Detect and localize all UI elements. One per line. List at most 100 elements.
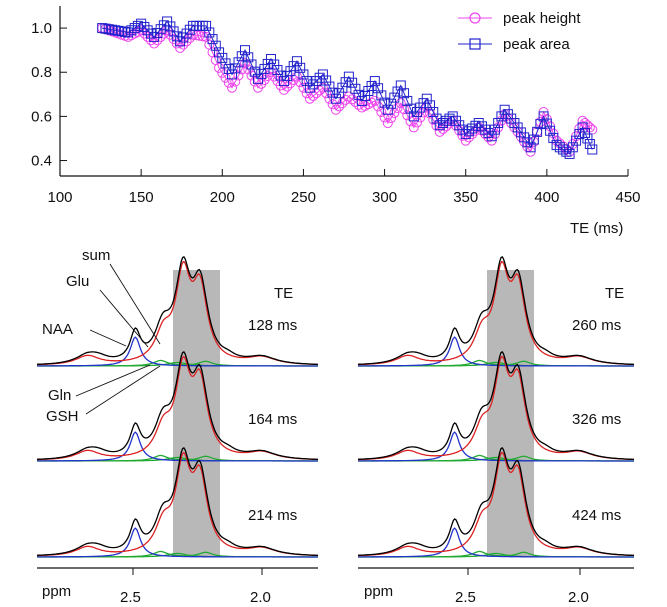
point-peak-height [327, 99, 338, 110]
point-peak-area [272, 65, 283, 76]
point-peak-height [155, 31, 166, 42]
label-gsh: GSH [46, 408, 79, 425]
point-peak-height [301, 88, 312, 99]
ppm-tick-label-left-2.0: 2.0 [250, 589, 271, 606]
trace-naa [37, 336, 318, 367]
point-peak-height [428, 114, 439, 125]
point-peak-area [240, 45, 251, 56]
point-peak-area [386, 98, 397, 109]
point-peak-area [321, 75, 332, 86]
point-peak-area [152, 28, 163, 39]
point-peak-area [425, 100, 436, 111]
point-peak-area [142, 25, 153, 36]
point-peak-area [347, 77, 358, 88]
y-tick-label: 0.8 [31, 64, 52, 81]
point-peak-area [463, 126, 474, 137]
point-peak-area [317, 69, 328, 80]
point-peak-area [545, 125, 556, 136]
spectra-panel-right: ppm 2.5 2.0 TE 260 ms 326 ms 424 ms [357, 256, 635, 606]
point-peak-height [340, 94, 351, 105]
point-peak-area [476, 121, 487, 132]
spectra-traces-right [357, 256, 635, 558]
trace-sum [357, 447, 635, 557]
x-axis-label: TE (ms) [570, 220, 623, 237]
y-tick-label: 0.4 [31, 153, 52, 170]
label-naa: NAA [42, 321, 73, 338]
point-peak-area [304, 82, 315, 93]
point-peak-area [181, 28, 192, 39]
x-ticks: 100 150 200 250 300 350 400 450 [47, 169, 641, 206]
ppm-tick-label-right-2.5: 2.5 [455, 589, 476, 606]
point-peak-area [376, 90, 387, 101]
ppm-label-right: ppm [364, 583, 393, 600]
point-peak-height [437, 124, 448, 135]
point-peak-area [353, 89, 364, 100]
point-peak-area [155, 24, 166, 35]
trace-naa [358, 527, 634, 558]
point-peak-area [132, 20, 143, 31]
te-label-326: 326 ms [572, 411, 621, 428]
point-peak-area [136, 18, 147, 29]
x-tick-label: 400 [534, 189, 559, 206]
label-sum: sum [82, 247, 110, 264]
component-annotations: sum Glu NAA Gln GSH [42, 247, 161, 425]
point-peak-area [564, 148, 575, 159]
point-peak-area [399, 88, 410, 99]
point-peak-area [343, 71, 354, 82]
top-chart: 0.4 0.6 0.8 1.0 100 150 200 250 300 350 400 450 TE… [31, 6, 641, 237]
point-peak-height [230, 76, 241, 87]
spectra-traces-left [36, 256, 319, 558]
point-peak-area [392, 86, 403, 97]
point-peak-area [577, 122, 588, 133]
point-peak-height [399, 104, 410, 115]
point-peak-area [532, 126, 543, 137]
point-peak-area [460, 129, 471, 140]
leader-gsh [85, 365, 161, 415]
point-peak-height [145, 35, 156, 46]
point-peak-height [197, 31, 208, 42]
point-peak-area [301, 76, 312, 87]
point-peak-area [470, 120, 481, 131]
point-peak-area [582, 133, 593, 144]
point-peak-area [246, 59, 257, 70]
point-peak-area [483, 127, 494, 138]
point-peak-area [227, 69, 238, 80]
point-peak-area [373, 83, 384, 94]
point-peak-area [405, 103, 416, 114]
point-peak-area [103, 24, 114, 35]
point-peak-height [223, 77, 234, 88]
spectra-panel-left: ppm 2.5 2.0 TE 128 ms 164 ms 214 ms sum … [36, 247, 319, 606]
point-peak-area [467, 123, 478, 134]
point-peak-height [324, 93, 335, 104]
point-peak-area [528, 134, 539, 145]
point-peak-area [230, 63, 241, 74]
point-peak-area [486, 131, 497, 142]
te-header-left: TE [274, 285, 293, 302]
ppm-tick-label-left-2.5: 2.5 [120, 589, 141, 606]
point-peak-area [210, 40, 221, 51]
point-peak-area [496, 111, 507, 122]
point-peak-area [204, 27, 215, 38]
point-peak-area [298, 69, 309, 80]
point-peak-height [412, 117, 423, 128]
point-peak-area [97, 23, 108, 34]
point-peak-height [330, 104, 341, 115]
point-peak-area [175, 36, 186, 47]
point-peak-height [321, 88, 332, 99]
point-peak-height [373, 101, 384, 112]
point-peak-area [158, 20, 169, 31]
point-peak-height [194, 30, 205, 41]
point-peak-area [265, 53, 276, 64]
point-peak-area [330, 93, 341, 104]
point-peak-area [100, 23, 111, 34]
legend: peak height peak area [458, 10, 581, 53]
point-peak-height [304, 93, 315, 104]
point-peak-area [525, 142, 536, 153]
point-peak-area [178, 32, 189, 43]
point-peak-area [311, 76, 322, 87]
point-peak-height [259, 74, 270, 85]
trace-sum [36, 256, 319, 366]
point-peak-area [220, 58, 231, 69]
point-peak-height [240, 58, 251, 69]
trace-sum [36, 447, 319, 557]
